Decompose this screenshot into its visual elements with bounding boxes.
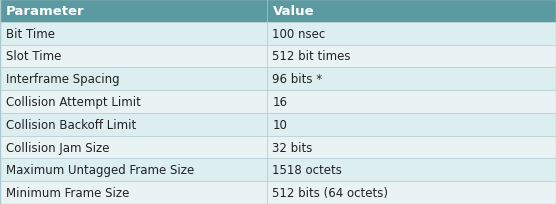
- FancyBboxPatch shape: [267, 113, 556, 136]
- FancyBboxPatch shape: [267, 68, 556, 91]
- FancyBboxPatch shape: [0, 181, 267, 204]
- FancyBboxPatch shape: [267, 23, 556, 45]
- Text: 100 nsec: 100 nsec: [272, 28, 326, 40]
- Text: 10: 10: [272, 118, 287, 131]
- FancyBboxPatch shape: [267, 0, 556, 23]
- Text: 32 bits: 32 bits: [272, 141, 313, 154]
- FancyBboxPatch shape: [267, 136, 556, 159]
- Text: Maximum Untagged Frame Size: Maximum Untagged Frame Size: [6, 164, 194, 176]
- FancyBboxPatch shape: [0, 136, 267, 159]
- FancyBboxPatch shape: [0, 113, 267, 136]
- FancyBboxPatch shape: [0, 0, 267, 23]
- Text: 512 bit times: 512 bit times: [272, 50, 351, 63]
- Text: Minimum Frame Size: Minimum Frame Size: [6, 186, 129, 199]
- FancyBboxPatch shape: [0, 45, 267, 68]
- FancyBboxPatch shape: [267, 45, 556, 68]
- FancyBboxPatch shape: [0, 68, 267, 91]
- Text: Slot Time: Slot Time: [6, 50, 61, 63]
- Text: Collision Backoff Limit: Collision Backoff Limit: [6, 118, 136, 131]
- Text: Interframe Spacing: Interframe Spacing: [6, 73, 119, 86]
- Text: 96 bits *: 96 bits *: [272, 73, 322, 86]
- FancyBboxPatch shape: [267, 181, 556, 204]
- Text: 1518 octets: 1518 octets: [272, 164, 342, 176]
- Text: Bit Time: Bit Time: [6, 28, 54, 40]
- FancyBboxPatch shape: [0, 159, 267, 181]
- Text: Parameter: Parameter: [6, 5, 84, 18]
- FancyBboxPatch shape: [267, 91, 556, 113]
- Text: Collision Jam Size: Collision Jam Size: [6, 141, 109, 154]
- Text: 512 bits (64 octets): 512 bits (64 octets): [272, 186, 389, 199]
- Text: Value: Value: [272, 5, 314, 18]
- FancyBboxPatch shape: [0, 91, 267, 113]
- FancyBboxPatch shape: [0, 23, 267, 45]
- Text: 16: 16: [272, 95, 287, 109]
- FancyBboxPatch shape: [267, 159, 556, 181]
- Text: Collision Attempt Limit: Collision Attempt Limit: [6, 95, 141, 109]
